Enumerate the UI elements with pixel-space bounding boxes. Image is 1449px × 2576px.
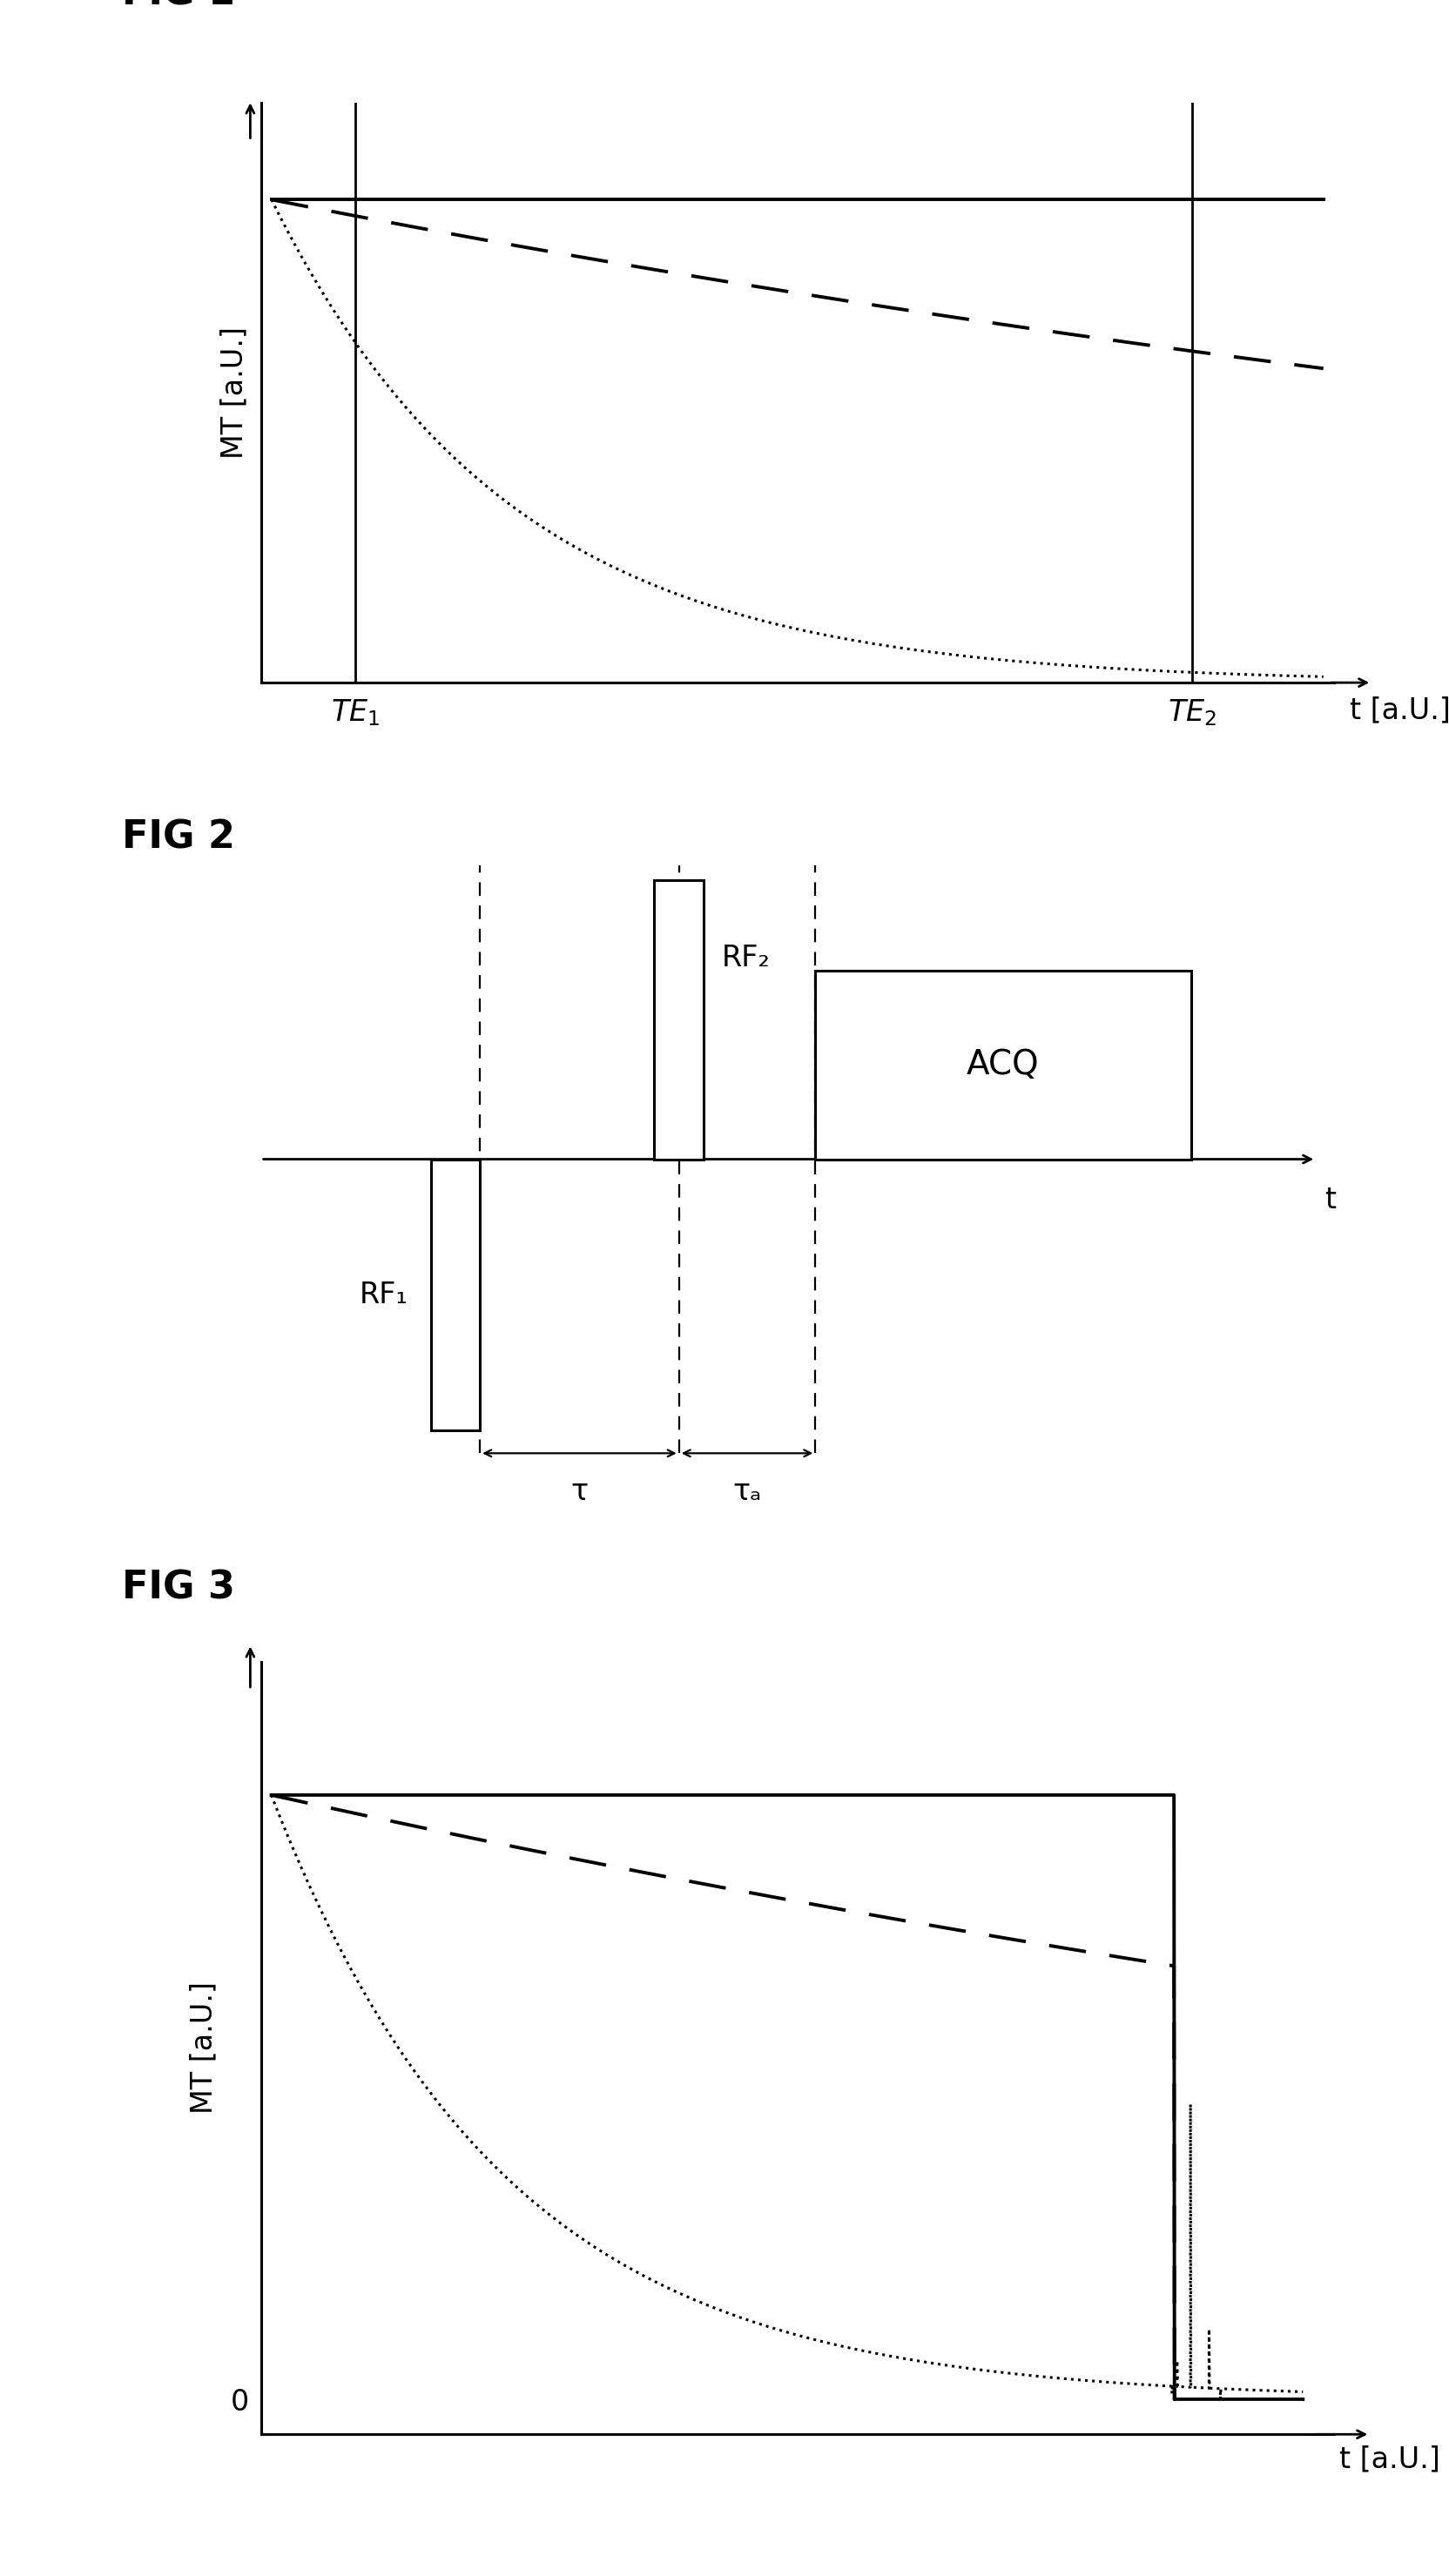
- Text: FIG 1: FIG 1: [122, 0, 235, 13]
- Bar: [430, 1159, 480, 1430]
- Text: FIG 2: FIG 2: [122, 819, 235, 858]
- Text: τ: τ: [571, 1479, 588, 1507]
- Text: RF₁: RF₁: [359, 1280, 409, 1309]
- Text: τₐ: τₐ: [732, 1479, 761, 1507]
- Text: t [a.U.]: t [a.U.]: [1339, 2445, 1439, 2473]
- Text: FIG 3: FIG 3: [122, 1569, 235, 1607]
- Bar: [814, 971, 1190, 1159]
- Bar: [653, 881, 703, 1159]
- Y-axis label: MT [a.U.]: MT [a.U.]: [190, 1981, 219, 2115]
- Text: t: t: [1324, 1185, 1336, 1213]
- Text: RF₂: RF₂: [722, 943, 769, 974]
- Text: ACQ: ACQ: [966, 1048, 1039, 1082]
- Y-axis label: MT [a.U.]: MT [a.U.]: [220, 327, 249, 459]
- Text: t [a.U.]: t [a.U.]: [1349, 696, 1449, 724]
